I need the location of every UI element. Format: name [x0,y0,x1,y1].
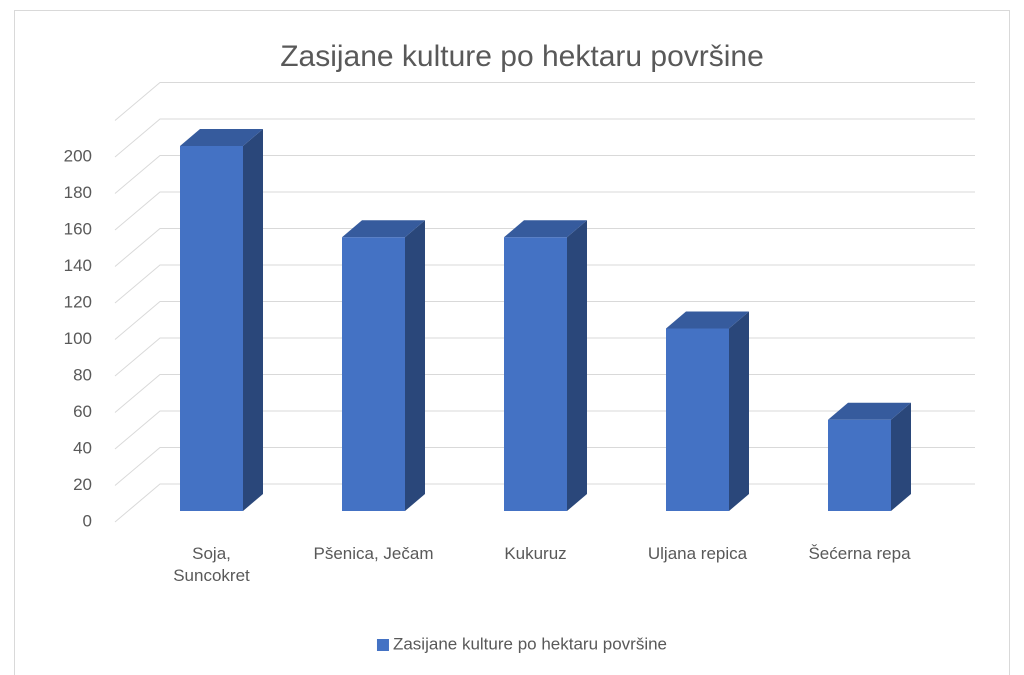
x-tick-label: Soja, Suncokret [173,544,250,585]
y-tick-label: 200 [64,146,92,165]
x-tick-label: Pšenica, Ječam [313,544,434,563]
grid-line [114,118,975,158]
grid-line [114,264,975,304]
bar [342,237,405,511]
bar [666,328,729,511]
bar-top [342,220,425,238]
y-tick-label: 60 [73,402,92,421]
y-tick-label: 180 [64,183,92,202]
bar-top [180,129,263,146]
bar [504,237,567,511]
y-tick-label: 20 [73,475,92,494]
y-tick-label: 160 [64,219,92,238]
x-tick-label: Šećerna repa [808,544,911,563]
y-tick-label: 0 [83,511,92,530]
plot-ceiling [114,82,975,121]
legend-swatch [376,639,389,651]
grid-line [114,191,975,231]
chart-title: Zasijane kulture po hektaru površine [280,40,764,73]
bar [828,419,891,511]
bar-top [828,402,911,420]
grid-line [114,301,975,340]
bar-side [567,220,587,511]
bar-side [243,129,263,511]
bar-top [504,220,587,238]
y-tick-label: 100 [64,329,92,348]
grid-line [114,155,975,194]
x-tick-label: Uljana repica [647,544,748,563]
y-tick-label: 140 [64,256,92,275]
grid-line [114,228,975,267]
y-tick-label: 120 [64,292,92,311]
bar-side [405,220,425,511]
x-tick-label: Kukuruz [504,544,567,563]
bar [180,146,243,511]
legend-label: Zasijane kulture po hektaru površine [393,634,667,653]
chart-frame [14,10,1010,675]
bar-top [666,311,749,329]
bar-side [891,402,911,511]
y-tick-label: 40 [73,438,92,457]
bar-side [729,311,749,511]
y-tick-label: 80 [73,365,92,384]
